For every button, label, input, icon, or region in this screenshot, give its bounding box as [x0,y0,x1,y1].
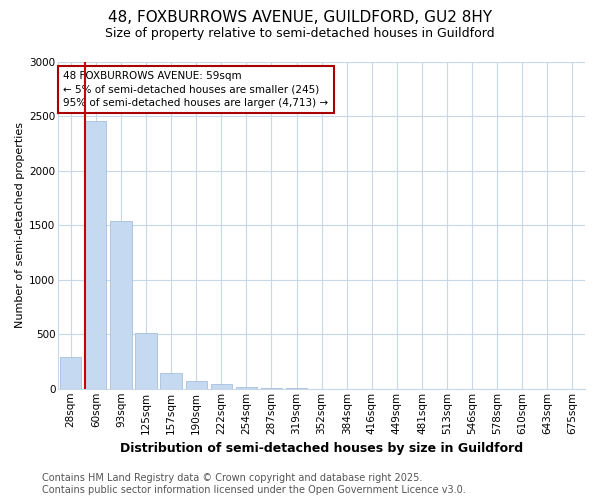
Bar [110,221,131,389]
Bar [261,388,282,389]
Bar [185,380,207,389]
Bar [160,374,182,389]
Text: 48, FOXBURROWS AVENUE, GUILDFORD, GU2 8HY: 48, FOXBURROWS AVENUE, GUILDFORD, GU2 8H… [108,10,492,25]
Text: Contains HM Land Registry data © Crown copyright and database right 2025.
Contai: Contains HM Land Registry data © Crown c… [42,474,466,495]
Text: 48 FOXBURROWS AVENUE: 59sqm
← 5% of semi-detached houses are smaller (245)
95% o: 48 FOXBURROWS AVENUE: 59sqm ← 5% of semi… [64,72,329,108]
X-axis label: Distribution of semi-detached houses by size in Guildford: Distribution of semi-detached houses by … [120,442,523,455]
Bar [236,386,257,389]
Bar [136,333,157,389]
Bar [60,357,82,389]
Text: Size of property relative to semi-detached houses in Guildford: Size of property relative to semi-detach… [105,28,495,40]
Bar [211,384,232,389]
Bar [85,122,106,389]
Y-axis label: Number of semi-detached properties: Number of semi-detached properties [15,122,25,328]
